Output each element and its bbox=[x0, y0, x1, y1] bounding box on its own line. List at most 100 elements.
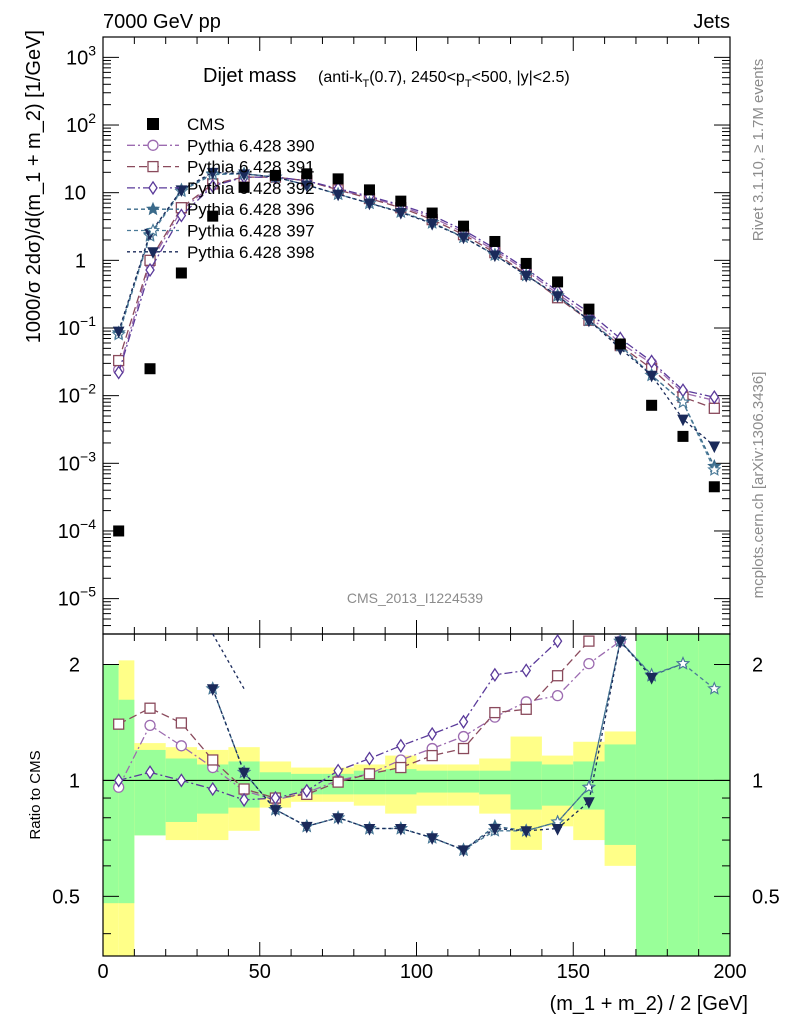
x-axis-label: (m_1 + m_2) / 2 [GeV] bbox=[550, 993, 748, 1015]
main-y-tick-label: 102 bbox=[66, 110, 96, 137]
title-sub2: T bbox=[465, 78, 472, 90]
band-inner-1 bbox=[118, 699, 135, 904]
legend-item-series-4: Pythia 6.428 397 bbox=[127, 222, 315, 241]
band-inner-3 bbox=[165, 758, 198, 822]
main-point-series-5 bbox=[551, 291, 564, 303]
header-right: Jets bbox=[693, 11, 730, 33]
legend-marker-series-3 bbox=[145, 201, 161, 216]
main-y-tick-label: 10−3 bbox=[58, 448, 96, 475]
legend-marker-series-0 bbox=[147, 139, 159, 151]
legend-marker-series-2 bbox=[148, 180, 158, 196]
legend: CMS Pythia 6.428 390 Pythia 6.428 391 Pythi… bbox=[127, 115, 315, 262]
x-tick-label: 150 bbox=[557, 961, 590, 983]
band-inner-17 bbox=[604, 744, 636, 845]
ratio-axis-label: Ratio to CMS bbox=[27, 750, 44, 839]
ratio-point-series-5 bbox=[332, 813, 344, 825]
main-y-tick-label: 10−2 bbox=[58, 381, 96, 408]
ratio-point-series-4 bbox=[707, 681, 722, 695]
ratio-point-series-1 bbox=[238, 783, 250, 795]
ratio-point-series-5 bbox=[426, 833, 438, 845]
ratio-point-series-1 bbox=[520, 703, 532, 715]
x-tick-label: 0 bbox=[97, 961, 108, 983]
main-point-series-4 bbox=[675, 394, 691, 409]
main-line-series-2 bbox=[118, 176, 715, 398]
ratio-point-series-2 bbox=[396, 738, 406, 753]
cms-data-point bbox=[207, 210, 219, 222]
band-inner-15 bbox=[541, 764, 574, 806]
legend-item-series-0: Pythia 6.428 390 bbox=[127, 136, 315, 155]
band-inner-14 bbox=[510, 761, 542, 810]
title-t2: (0.7), 2450<p bbox=[369, 69, 465, 86]
ratio-point-series-0 bbox=[175, 740, 188, 752]
main-y-tick-label: 10−5 bbox=[58, 584, 96, 611]
ratio-point-series-5 bbox=[614, 636, 627, 649]
y-axis-label: 1000/σ 2dσ)/d(m_1 + m_2) [1/GeV] bbox=[23, 30, 45, 343]
legend-label-series-0: Pythia 6.428 390 bbox=[187, 136, 315, 155]
mcplots-label: mcplots.cern.ch [arXiv:1306.3436] bbox=[750, 372, 767, 599]
main-point-series-5 bbox=[426, 219, 438, 231]
cms-data-point bbox=[552, 276, 564, 288]
header-left: 7000 GeV pp bbox=[103, 11, 221, 33]
ratio-line-entry bbox=[212, 633, 245, 690]
cms-data-point bbox=[677, 430, 689, 442]
main-point-series-2 bbox=[113, 365, 124, 380]
main-point-series-5 bbox=[206, 167, 219, 180]
cms-data-point bbox=[113, 525, 125, 537]
ratio-point-series-5 bbox=[363, 824, 376, 836]
main-point-series-5 bbox=[708, 441, 721, 454]
ratio-point-series-5 bbox=[300, 821, 313, 834]
band-inner-13 bbox=[479, 770, 511, 795]
cms-data-point bbox=[458, 220, 470, 232]
legend-label-series-3: Pythia 6.428 396 bbox=[187, 200, 315, 219]
ratio-point-series-1 bbox=[489, 706, 501, 719]
ratio-point-series-1 bbox=[551, 670, 564, 682]
cms-data-point bbox=[363, 184, 375, 196]
main-point-series-5 bbox=[489, 250, 501, 263]
ratio-point-series-1 bbox=[144, 702, 156, 714]
cms-data-point bbox=[144, 363, 156, 375]
main-point-series-5 bbox=[238, 169, 250, 181]
ratio-point-series-2 bbox=[521, 663, 532, 678]
cms-data-point bbox=[583, 303, 595, 315]
title-t3: <500, |y|<2.5) bbox=[472, 69, 570, 86]
ratio-point-series-5 bbox=[583, 797, 595, 809]
band-inner-18 bbox=[635, 634, 668, 956]
ratio-point-series-0 bbox=[583, 658, 595, 670]
cms-data-point bbox=[489, 235, 501, 247]
cms-data-point bbox=[301, 168, 313, 180]
ratio-y-tick-label-right: 0.5 bbox=[752, 886, 780, 908]
ratio-y-tick-label-right: 2 bbox=[752, 654, 763, 676]
main-point-series-2 bbox=[709, 389, 720, 405]
band-inner-12 bbox=[447, 770, 480, 793]
legend-label-cms: CMS bbox=[187, 115, 225, 134]
ratio-y-tick-label: 2 bbox=[69, 654, 80, 676]
ratio-point-series-2 bbox=[427, 726, 437, 742]
main-point-series-5 bbox=[395, 207, 407, 220]
ratio-point-series-2 bbox=[458, 714, 469, 729]
ratio-point-series-5 bbox=[457, 845, 470, 858]
ratio-point-series-1 bbox=[332, 776, 344, 788]
ratio-point-series-2 bbox=[207, 781, 218, 797]
legend-item-series-2: Pythia 6.428 392 bbox=[127, 179, 315, 198]
cms-data-point bbox=[646, 399, 658, 411]
legend-item-cms: CMS bbox=[147, 115, 225, 134]
axes-ticks: 0 50 100 150 20010−510−410−310−210−111010210… bbox=[52, 36, 780, 983]
x-tick-label: 100 bbox=[400, 961, 433, 983]
title-sub1: T bbox=[362, 78, 369, 90]
legend-label-series-2: Pythia 6.428 392 bbox=[187, 179, 315, 198]
ratio-point-series-5 bbox=[551, 824, 564, 836]
cms-data-point bbox=[520, 257, 532, 269]
ratio-point-series-2 bbox=[364, 751, 375, 766]
legend-marker-cms bbox=[147, 118, 159, 130]
x-tick-label: 200 bbox=[713, 961, 746, 983]
ratio-point-series-5 bbox=[645, 673, 658, 685]
ratio-point-series-2 bbox=[552, 633, 563, 649]
ratio-point-series-5 bbox=[269, 805, 282, 817]
ratio-y-tick-label-right: 1 bbox=[752, 770, 763, 792]
legend-item-series-1: Pythia 6.428 391 bbox=[127, 158, 315, 177]
main-point-series-2 bbox=[176, 208, 187, 223]
main-point-series-2 bbox=[145, 262, 155, 278]
main-y-tick-label: 10−4 bbox=[58, 516, 96, 543]
ratio-point-series-2 bbox=[239, 792, 249, 808]
